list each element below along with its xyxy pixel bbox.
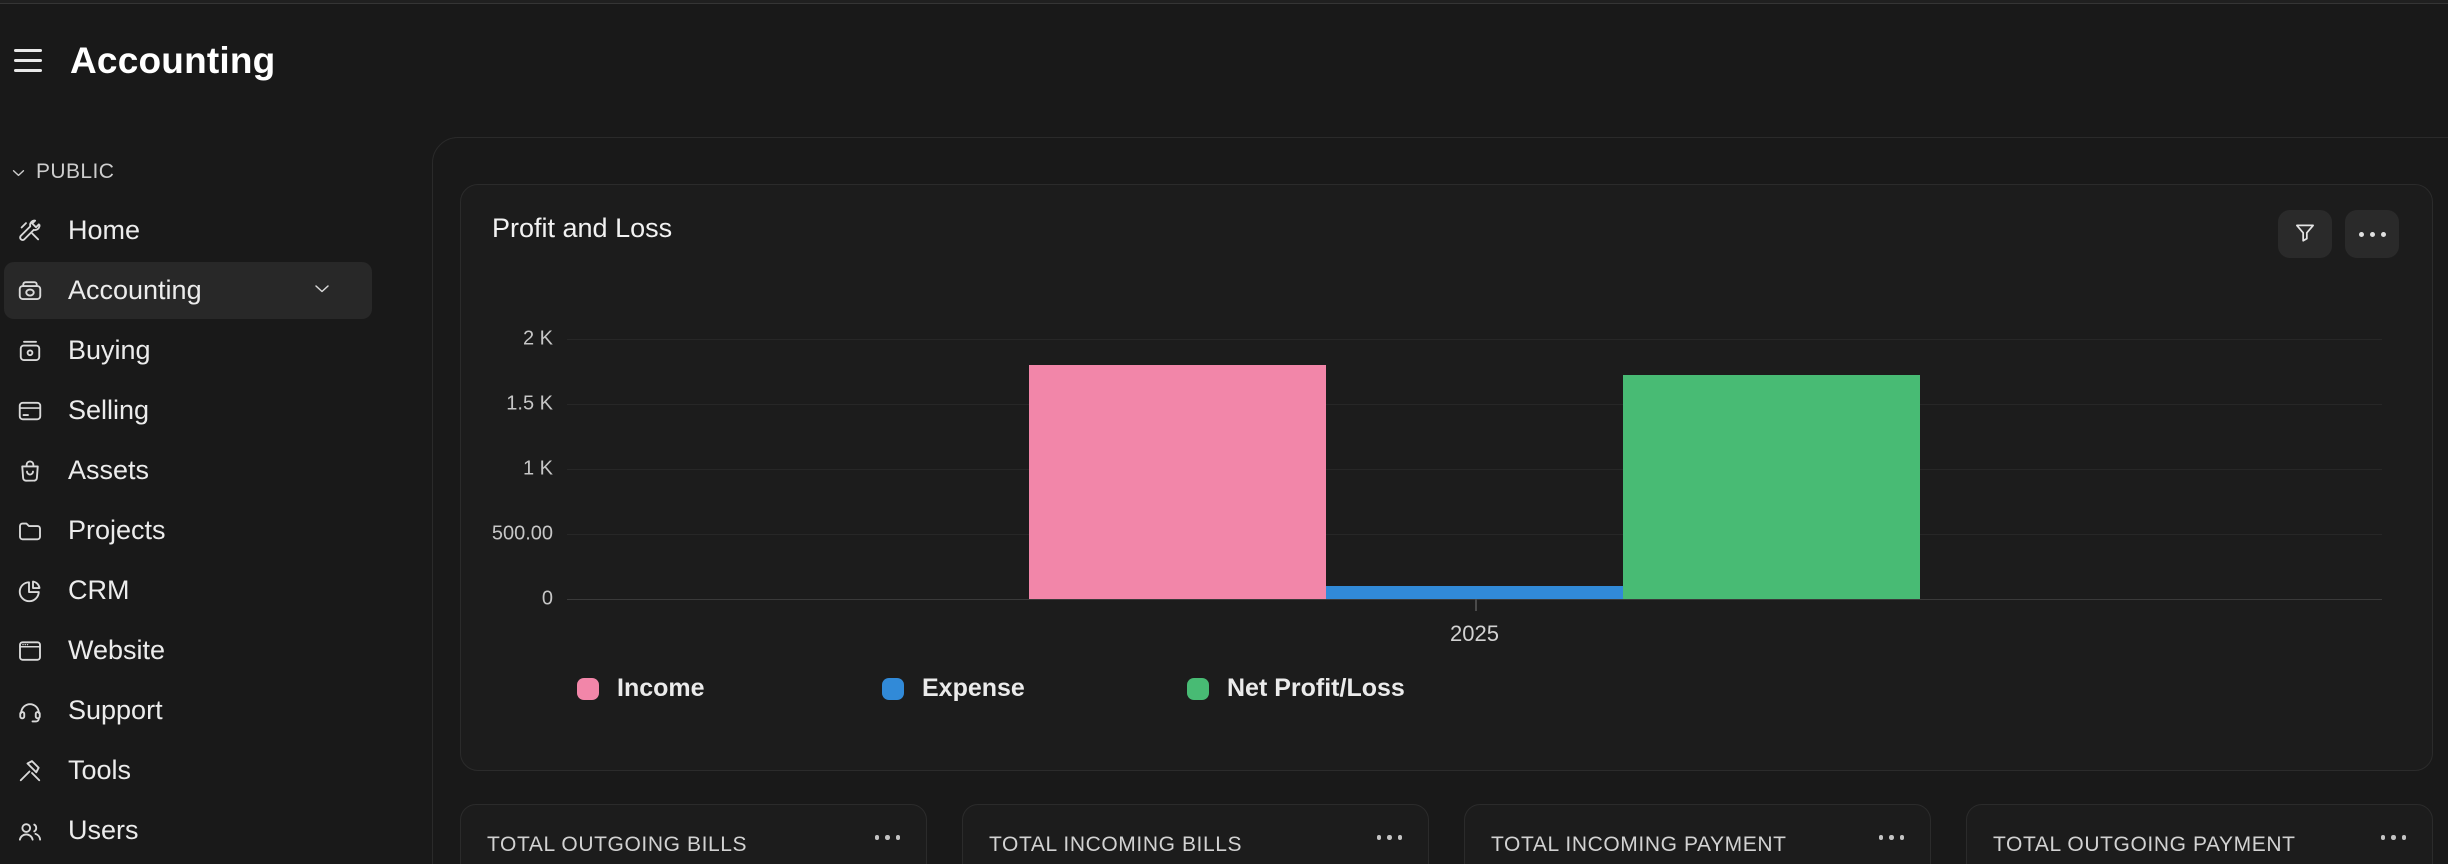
sidebar-item-accounting[interactable]: Accounting bbox=[4, 262, 372, 319]
ellipsis-icon bbox=[2380, 835, 2406, 840]
ellipsis-icon bbox=[874, 835, 900, 840]
y-axis-tick-label: 1 K bbox=[522, 457, 553, 480]
sidebar-item-crm[interactable]: CRM bbox=[4, 562, 372, 619]
summary-card-title: TOTAL INCOMING BILLS bbox=[989, 833, 1243, 856]
main-content: Profit and Loss 0 500.00 1 K 1.5 K 2 K 2025 I… bbox=[432, 137, 2448, 864]
y-axis-tick-label: 500.00 bbox=[491, 522, 553, 545]
y-axis-tick-label: 0 bbox=[541, 587, 553, 610]
sidebar-item-label: Accounting bbox=[68, 275, 202, 305]
sidebar-item-assets[interactable]: Assets bbox=[4, 442, 372, 499]
sidebar-item-label: Home bbox=[68, 215, 141, 245]
summary-card-title: TOTAL INCOMING PAYMENT bbox=[1491, 833, 1787, 856]
sidebar-item-website[interactable]: Website bbox=[4, 622, 372, 679]
profit-and-loss-card: Profit and Loss 0 500.00 1 K 1.5 K 2 K 2025 I… bbox=[460, 184, 2433, 771]
sidebar-item-buying[interactable]: Buying bbox=[4, 322, 372, 379]
window-top-edge bbox=[0, 0, 2448, 4]
x-axis-tick bbox=[1474, 599, 1477, 611]
bar-income[interactable] bbox=[1029, 365, 1326, 599]
summary-card-total-incoming-payment: TOTAL INCOMING PAYMENT bbox=[1464, 804, 1931, 864]
chart-legend: Income Expense Net Profit/Loss bbox=[577, 674, 1492, 703]
chevron-down-icon bbox=[10, 164, 27, 181]
sidebar-item-label: Assets bbox=[68, 455, 150, 485]
bar-expense[interactable] bbox=[1326, 586, 1623, 599]
sidebar-section-public[interactable]: PUBLIC bbox=[10, 157, 114, 187]
legend-item-net-profit-loss: Net Profit/Loss bbox=[1187, 674, 1492, 703]
sidebar-item-label: CRM bbox=[68, 575, 130, 605]
legend-item-income: Income bbox=[577, 674, 882, 703]
summary-card-total-incoming-bills: TOTAL INCOMING BILLS bbox=[962, 804, 1429, 864]
legend-item-expense: Expense bbox=[882, 674, 1187, 703]
gridline bbox=[567, 404, 2382, 405]
gridline bbox=[567, 339, 2382, 340]
sidebar-item-label: Buying bbox=[68, 335, 151, 365]
legend-label: Expense bbox=[922, 674, 1025, 702]
filter-button[interactable] bbox=[2278, 210, 2332, 258]
legend-label: Income bbox=[617, 674, 705, 702]
sidebar-nav: Home Accounting Buying Selling Assets Project… bbox=[4, 202, 372, 862]
sidebar-item-label: Tools bbox=[68, 755, 132, 785]
filter-icon bbox=[2292, 220, 2318, 249]
users-icon bbox=[14, 815, 46, 847]
tools-icon bbox=[14, 215, 46, 247]
y-axis-tick-label: 1.5 K bbox=[506, 392, 553, 415]
headset-icon bbox=[14, 695, 46, 727]
summary-card-total-outgoing-payment: TOTAL OUTGOING PAYMENT bbox=[1966, 804, 2433, 864]
summary-card-menu-button[interactable] bbox=[869, 829, 907, 846]
sidebar-section-label: PUBLIC bbox=[36, 160, 115, 183]
pie-chart-icon bbox=[14, 575, 46, 607]
folder-icon bbox=[14, 515, 46, 547]
summary-card-menu-button[interactable] bbox=[1371, 829, 1409, 846]
sidebar-item-users[interactable]: Users bbox=[4, 802, 372, 859]
legend-marker bbox=[577, 677, 599, 700]
bar-net-profit-loss[interactable] bbox=[1623, 375, 1920, 599]
buying-box-icon bbox=[14, 335, 46, 367]
plot-area: 0 500.00 1 K 1.5 K 2 K 2025 bbox=[492, 328, 2382, 646]
gridline bbox=[567, 469, 2382, 470]
summary-card-total-outgoing-bills: TOTAL OUTGOING BILLS bbox=[460, 804, 927, 864]
ellipsis-icon bbox=[1878, 835, 1904, 840]
chart-card-actions bbox=[2278, 210, 2399, 258]
ellipsis-icon bbox=[2358, 231, 2386, 237]
sidebar-item-tools[interactable]: Tools bbox=[4, 742, 372, 799]
chart-menu-button[interactable] bbox=[2345, 210, 2399, 258]
gridline bbox=[567, 534, 2382, 535]
sidebar-item-support[interactable]: Support bbox=[4, 682, 372, 739]
cash-icon bbox=[14, 275, 46, 307]
sidebar-item-label: Projects bbox=[68, 515, 166, 545]
legend-label: Net Profit/Loss bbox=[1227, 674, 1405, 702]
sidebar-item-label: Website bbox=[68, 635, 166, 665]
credit-card-icon bbox=[14, 395, 46, 427]
menu-icon[interactable] bbox=[14, 49, 42, 72]
hammer-icon bbox=[14, 755, 46, 787]
legend-marker bbox=[882, 677, 904, 700]
sidebar-item-label: Support bbox=[68, 695, 163, 725]
legend-marker bbox=[1187, 677, 1209, 700]
sidebar-item-label: Users bbox=[68, 815, 139, 845]
x-axis-tick-label: 2025 bbox=[1450, 621, 1499, 646]
summary-card-menu-button[interactable] bbox=[1873, 829, 1911, 846]
chart-title: Profit and Loss bbox=[492, 213, 673, 243]
sidebar-item-label: Selling bbox=[68, 395, 150, 425]
browser-icon bbox=[14, 635, 46, 667]
chevron-down-icon bbox=[310, 276, 334, 305]
sidebar-item-selling[interactable]: Selling bbox=[4, 382, 372, 439]
page-title: Accounting bbox=[70, 40, 276, 81]
shopping-bag-icon bbox=[14, 455, 46, 487]
sidebar-item-home[interactable]: Home bbox=[4, 202, 372, 259]
summary-card-title: TOTAL OUTGOING BILLS bbox=[487, 833, 748, 856]
sidebar-item-projects[interactable]: Projects bbox=[4, 502, 372, 559]
summary-card-title: TOTAL OUTGOING PAYMENT bbox=[1993, 833, 2296, 856]
y-axis-tick-label: 2 K bbox=[522, 327, 553, 350]
ellipsis-icon bbox=[1376, 835, 1402, 840]
summary-card-menu-button[interactable] bbox=[2375, 829, 2413, 846]
